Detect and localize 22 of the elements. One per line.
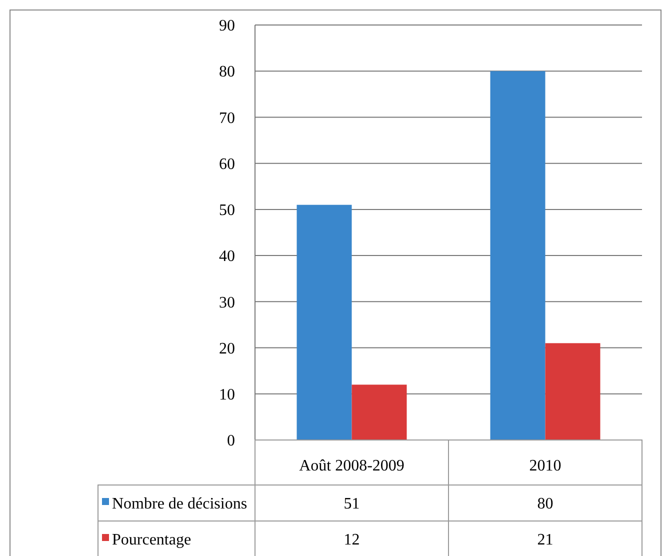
- legend-label: Nombre de décisions: [112, 496, 248, 513]
- y-tick-label: 30: [219, 294, 235, 312]
- y-tick-label: 40: [219, 248, 235, 266]
- y-tick-label: 0: [227, 432, 235, 450]
- data-label: 80: [537, 496, 554, 513]
- y-tick-label: 10: [219, 386, 235, 404]
- y-tick-label: 50: [219, 202, 235, 220]
- y-tick-label: 90: [219, 18, 235, 35]
- data-label: 12: [344, 532, 360, 549]
- y-tick-label: 70: [219, 110, 235, 127]
- bar: [545, 343, 600, 440]
- legend-label: Pourcentage: [112, 532, 192, 549]
- y-tick-label: 60: [219, 156, 235, 173]
- bar: [296, 204, 352, 440]
- x-tick-label: Août 2008-2009: [299, 458, 404, 475]
- data-label: 51: [344, 496, 360, 513]
- bar: [490, 71, 546, 440]
- x-tick-label: 2010: [529, 458, 562, 475]
- data-label: 21: [537, 532, 554, 549]
- y-tick-label: 80: [219, 64, 235, 81]
- y-tick-label: 20: [219, 340, 235, 358]
- bar: [352, 384, 407, 440]
